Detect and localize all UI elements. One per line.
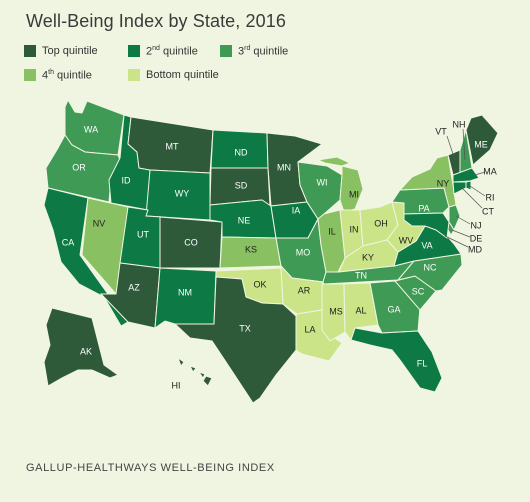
leader-line-nj	[455, 215, 471, 225]
state-nm	[154, 267, 217, 330]
state-label-al: AL	[355, 305, 366, 315]
legend: Top quintile 2nd quintile 3rd quintile 4…	[24, 45, 344, 95]
state-tx	[173, 276, 297, 404]
state-me	[465, 114, 499, 166]
legend-label-fourth: 4th quintile	[42, 69, 92, 82]
state-ny	[398, 154, 457, 208]
state-label-ri: RI	[486, 192, 495, 202]
state-label-nc: NC	[424, 262, 437, 272]
state-nj	[448, 204, 461, 232]
state-label-hi: HI	[172, 380, 181, 390]
legend-item-second: 2nd quintile	[128, 45, 198, 58]
legend-swatch-second	[128, 45, 140, 58]
state-label-or: OR	[72, 162, 86, 172]
state-label-oh: OH	[374, 218, 388, 228]
state-ri	[465, 180, 472, 191]
state-label-ut: UT	[137, 229, 149, 239]
state-label-tn: TN	[355, 270, 367, 280]
legend-swatch-bottom	[128, 69, 140, 81]
state-label-ga: GA	[387, 304, 400, 314]
legend-label-top: Top quintile	[42, 45, 98, 57]
state-label-co: CO	[184, 237, 198, 247]
state-label-pa: PA	[418, 203, 429, 213]
source-note: GALLUP-HEALTHWAYS WELL-BEING INDEX	[26, 462, 275, 474]
state-label-ks: KS	[245, 244, 257, 254]
legend-item-third: 3rd quintile	[220, 45, 288, 58]
state-label-mo: MO	[296, 247, 311, 257]
state-label-wv: WV	[399, 235, 414, 245]
state-label-il: IL	[328, 226, 336, 236]
state-label-tx: TX	[239, 323, 251, 333]
state-label-ky: KY	[362, 252, 374, 262]
state-label-mi: MI	[349, 189, 359, 199]
state-label-nv: NV	[93, 218, 106, 228]
state-label-mn: MN	[277, 162, 291, 172]
state-label-wa: WA	[84, 124, 98, 134]
legend-swatch-fourth	[24, 69, 36, 82]
state-label-mt: MT	[166, 141, 179, 151]
state-label-ny: NY	[437, 178, 450, 188]
legend-item-bottom: Bottom quintile	[128, 69, 219, 81]
state-ak	[43, 307, 120, 387]
state-ct	[452, 181, 467, 195]
state-label-vt: VT	[435, 126, 447, 136]
state-label-ms: MS	[329, 306, 343, 316]
leader-line-de	[451, 229, 471, 238]
map-title: Well-Being Index by State, 2016	[26, 11, 286, 31]
state-hi	[176, 356, 213, 387]
legend-label-second: 2nd quintile	[146, 45, 198, 58]
legend-swatch-top	[24, 45, 36, 57]
legend-swatch-third	[220, 45, 232, 58]
state-label-ia: IA	[292, 205, 301, 215]
leader-line-vt	[446, 135, 456, 161]
state-label-ar: AR	[298, 285, 311, 295]
state-label-nh: NH	[453, 119, 466, 129]
state-label-va: VA	[421, 240, 432, 250]
legend-item-fourth: 4th quintile	[24, 69, 92, 82]
state-label-nm: NM	[178, 287, 192, 297]
state-ma	[452, 167, 480, 183]
leader-line-ct	[461, 187, 483, 209]
legend-label-bottom: Bottom quintile	[146, 69, 219, 81]
state-label-az: AZ	[128, 282, 140, 292]
state-fl	[350, 327, 443, 393]
leader-line-md	[444, 235, 469, 248]
state-label-fl: FL	[417, 358, 428, 368]
state-label-me: ME	[474, 139, 488, 149]
state-label-in: IN	[350, 224, 359, 234]
leader-line-ri	[469, 185, 486, 197]
state-label-sd: SD	[235, 180, 248, 190]
state-label-sc: SC	[412, 286, 425, 296]
state-label-wy: WY	[175, 188, 190, 198]
state-md	[403, 212, 450, 239]
leader-line-nh	[462, 128, 466, 161]
state-label-nj: NJ	[471, 220, 482, 230]
state-label-md: MD	[468, 244, 482, 254]
state-label-ca: CA	[62, 237, 75, 247]
legend-item-top: Top quintile	[24, 45, 98, 57]
state-label-ak: AK	[80, 346, 92, 356]
state-label-ma: MA	[483, 166, 497, 176]
legend-label-third: 3rd quintile	[238, 45, 289, 58]
state-label-wi: WI	[317, 177, 328, 187]
state-label-ct: CT	[482, 206, 494, 216]
state-label-ne: NE	[238, 215, 251, 225]
state-label-ok: OK	[253, 279, 266, 289]
state-label-id: ID	[122, 175, 132, 185]
state-label-la: LA	[304, 324, 315, 334]
state-label-nd: ND	[235, 147, 248, 157]
leader-line-ma	[474, 171, 486, 176]
state-label-de: DE	[470, 233, 483, 243]
